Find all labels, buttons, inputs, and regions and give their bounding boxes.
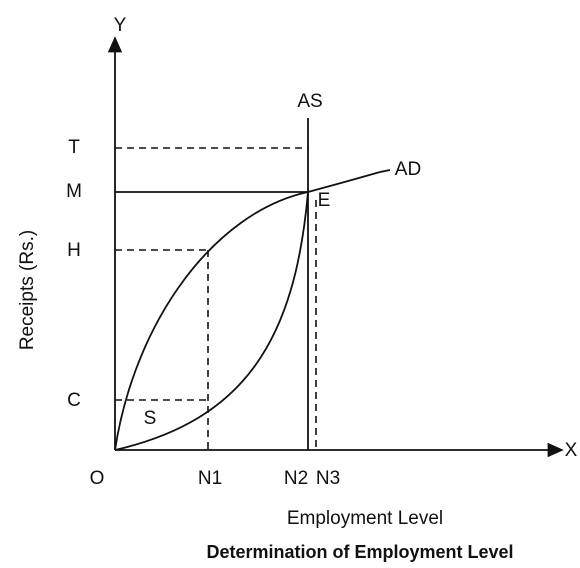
ad-pointer (379, 169, 391, 173)
caption: Determination of Employment Level (206, 542, 513, 562)
as-curve (114, 191, 309, 451)
point-label: E (318, 190, 331, 211)
y-point-label: C (67, 390, 81, 411)
origin-label: O (90, 468, 105, 489)
y-point-label: T (68, 137, 80, 158)
y-point-label: M (66, 181, 82, 202)
ad-curve (114, 171, 381, 451)
x-axis-symbol: X (565, 440, 578, 461)
curve-label: AS (297, 91, 322, 112)
y-point-label: H (67, 240, 81, 261)
y-axis-symbol: Y (114, 15, 127, 36)
point-label: S (144, 408, 157, 429)
x-point-label: N2 (284, 468, 308, 489)
curve-label: AD (395, 159, 421, 180)
y-axis-label: Receipts (Rs.) (17, 230, 38, 350)
x-point-label: N3 (316, 468, 340, 489)
x-axis-label: Employment Level (287, 508, 443, 529)
x-point-label: N1 (198, 468, 222, 489)
